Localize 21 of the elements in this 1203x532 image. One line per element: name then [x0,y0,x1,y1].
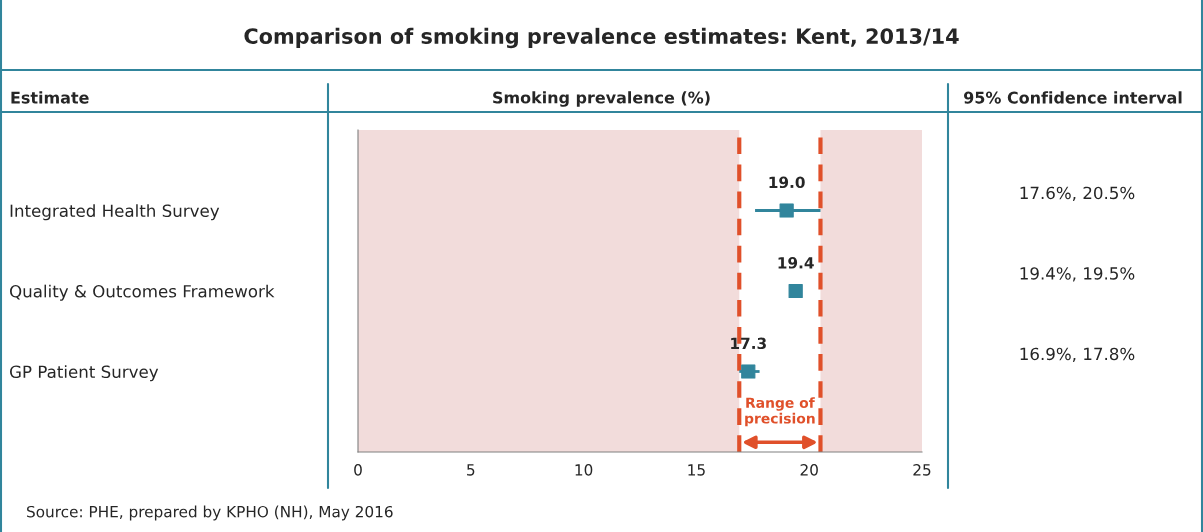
x-axis-title: Smoking prevalence (%) [493,91,710,107]
x-tick-label: 5 [467,464,475,476]
data-label: 19.4 [778,257,814,269]
source-note: Source: PHE, prepared by KPHO (NH), May 2016 [27,505,393,521]
y-tick-label: Integrated Health Survey [10,204,220,221]
data-label: 19.0 [769,176,805,189]
text: Estimate [11,91,89,104]
text: 16.9%, 17.8% [1020,347,1135,362]
text: 17.6%, 20.5% [1020,186,1135,201]
text: 95% Confidence interval [964,91,1182,104]
annotation: Range of precision [745,397,815,427]
x-tick-label: 25 [913,464,931,476]
x-tick-label: 0 [354,464,362,476]
x-tick-label: 10 [575,464,593,476]
y-tick-label: Quality & Outcomes Framework [9,284,275,301]
chart-title: Comparison of smoking prevalence estimates: Kent, 2013/14 [244,27,959,49]
y-tick-label: GP Patient Survey [9,365,159,382]
x-tick-label: 15 [688,464,705,476]
x-tick-label: 20 [800,464,818,476]
text: 19.4%, 19.5% [1020,267,1135,282]
data-label: 17.3 [731,337,766,350]
